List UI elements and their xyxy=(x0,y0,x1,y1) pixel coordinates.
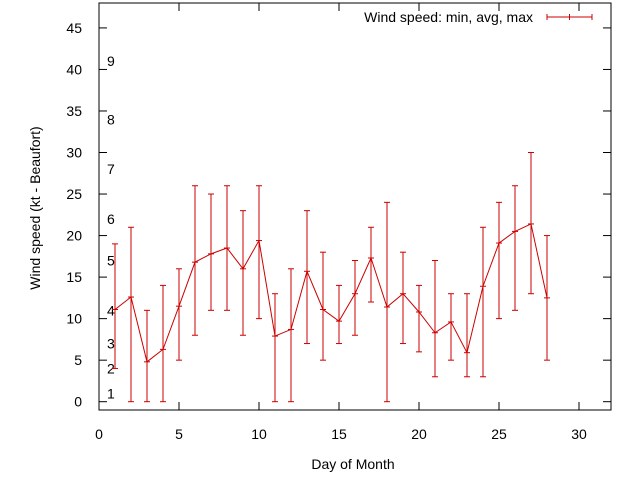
error-bar-day-6 xyxy=(192,185,198,336)
error-bar-day-20 xyxy=(416,284,422,353)
y-tick-label: 35 xyxy=(66,103,82,119)
x-axis-ticks: 0 5 10 15 20 25 30 xyxy=(95,3,587,442)
x-tick-label: 25 xyxy=(491,426,507,442)
x-tick-label: 0 xyxy=(95,426,103,442)
error-bar-day-14 xyxy=(320,251,326,361)
error-bar-day-11 xyxy=(272,293,278,403)
legend-label: Wind speed: min, avg, max xyxy=(364,9,533,25)
legend-sample xyxy=(546,14,593,20)
error-bar-day-8 xyxy=(224,185,230,311)
beaufort-labels: 1 2 3 4 5 6 7 8 9 xyxy=(107,53,115,401)
legend: Wind speed: min, avg, max xyxy=(364,9,593,25)
error-bar-day-13 xyxy=(304,210,310,345)
error-bar-day-1 xyxy=(112,243,118,369)
y-tick-label: 45 xyxy=(66,20,82,36)
beaufort-label: 4 xyxy=(107,302,115,318)
plot-border xyxy=(98,2,612,411)
x-tick-label: 20 xyxy=(411,426,427,442)
error-bar-day-15 xyxy=(336,284,342,345)
error-bar-day-23 xyxy=(464,293,470,378)
y-tick-label: 40 xyxy=(66,61,82,77)
error-bar-day-5 xyxy=(176,268,182,361)
beaufort-label: 5 xyxy=(107,252,115,268)
y-tick-label: 5 xyxy=(74,352,82,368)
series-line xyxy=(114,223,548,363)
error-bar-day-22 xyxy=(448,293,454,361)
error-bar-day-12 xyxy=(288,268,294,403)
beaufort-label: 8 xyxy=(107,111,115,127)
beaufort-label: 3 xyxy=(107,336,115,352)
y-tick-label: 15 xyxy=(66,269,82,285)
y-tick-label: 30 xyxy=(66,145,82,161)
error-bar-day-25 xyxy=(496,201,502,320)
error-bar-day-16 xyxy=(352,259,358,336)
error-bar-day-26 xyxy=(512,185,518,311)
error-bar-day-21 xyxy=(432,259,438,378)
y-tick-label: 25 xyxy=(66,186,82,202)
error-bar-day-17 xyxy=(368,226,374,303)
x-tick-label: 15 xyxy=(331,426,347,442)
x-tick-label: 5 xyxy=(175,426,183,442)
error-bar-day-18 xyxy=(384,201,390,403)
y-tick-label: 0 xyxy=(74,394,82,410)
series-layer xyxy=(112,152,550,403)
x-tick-label: 30 xyxy=(571,426,587,442)
error-bar-day-2 xyxy=(128,226,134,403)
y-tick-label: 10 xyxy=(66,311,82,327)
error-bar-day-4 xyxy=(160,284,166,403)
error-bar-day-9 xyxy=(240,210,246,336)
error-bar-day-19 xyxy=(400,251,406,345)
beaufort-label: 1 xyxy=(107,385,115,401)
error-bar-day-10 xyxy=(256,185,262,320)
y-tick-label: 20 xyxy=(66,228,82,244)
y-axis-label: Wind speed (kt - Beaufort) xyxy=(27,126,43,289)
x-axis-label: Day of Month xyxy=(311,456,394,472)
error-bar-day-24 xyxy=(480,226,486,378)
plot-frame xyxy=(98,2,612,411)
error-bar-day-27 xyxy=(528,152,534,295)
beaufort-label: 9 xyxy=(107,53,115,69)
beaufort-label: 6 xyxy=(107,211,115,227)
error-bar-day-7 xyxy=(208,193,214,311)
error-bar-day-28 xyxy=(544,235,550,361)
beaufort-label: 7 xyxy=(107,161,115,177)
beaufort-label: 2 xyxy=(107,360,115,376)
x-tick-label: 10 xyxy=(251,426,267,442)
error-bar-day-3 xyxy=(144,309,150,403)
